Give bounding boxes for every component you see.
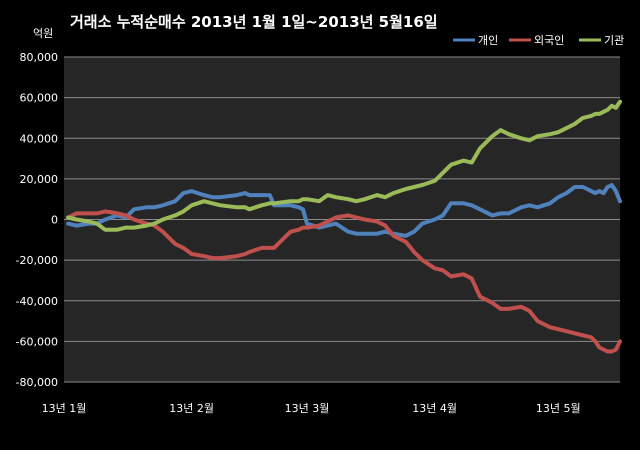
y-tick-label: -80,000	[16, 376, 58, 389]
series-line-0	[66, 183, 622, 238]
series-line-1	[66, 209, 622, 354]
x-tick-label: 13년 5월	[536, 402, 581, 415]
x-tick-label: 13년 4월	[412, 402, 457, 415]
y-tick-label: 60,000	[20, 92, 59, 105]
y-axis-ticks: 80,000 60,000 40,000 20,000 0 -20,000 -40,000 -…	[16, 51, 58, 389]
chart-title: 거래소 누적순매수 2013년 1월 1일~2013년 5월16일	[70, 13, 438, 31]
legend-label-series-1: 외국인	[534, 34, 564, 47]
y-axis-label: 억원	[33, 27, 53, 40]
y-tick-label: 0	[51, 214, 58, 227]
y-tick-label: 80,000	[20, 51, 59, 64]
legend-label-series-0: 개인	[478, 34, 498, 47]
series-line-2	[66, 99, 622, 232]
legend: 개인 외국인 기관	[453, 34, 624, 47]
x-tick-label: 13년 1월	[42, 402, 87, 415]
y-tick-label: 20,000	[20, 173, 59, 186]
x-axis-ticks: 13년 1월 13년 2월 13년 3월 13년 4월 13년 5월	[42, 402, 581, 415]
x-tick-label: 13년 2월	[169, 402, 214, 415]
y-tick-label: -60,000	[16, 335, 58, 348]
gridlines	[64, 56, 620, 383]
y-tick-label: -40,000	[16, 295, 58, 308]
y-tick-label: -20,000	[16, 254, 58, 267]
x-tick-label: 13년 3월	[285, 402, 330, 415]
y-tick-label: 40,000	[20, 132, 59, 145]
series-lines	[66, 99, 622, 354]
legend-label-series-2: 기관	[604, 34, 624, 47]
